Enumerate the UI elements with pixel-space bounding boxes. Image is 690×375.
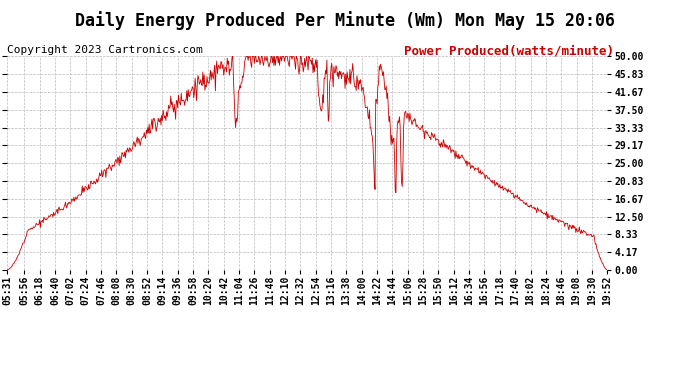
Text: Daily Energy Produced Per Minute (Wm) Mon May 15 20:06: Daily Energy Produced Per Minute (Wm) Mo… bbox=[75, 11, 615, 30]
Text: Copyright 2023 Cartronics.com: Copyright 2023 Cartronics.com bbox=[7, 45, 203, 55]
Text: Power Produced(watts/minute): Power Produced(watts/minute) bbox=[404, 45, 614, 58]
